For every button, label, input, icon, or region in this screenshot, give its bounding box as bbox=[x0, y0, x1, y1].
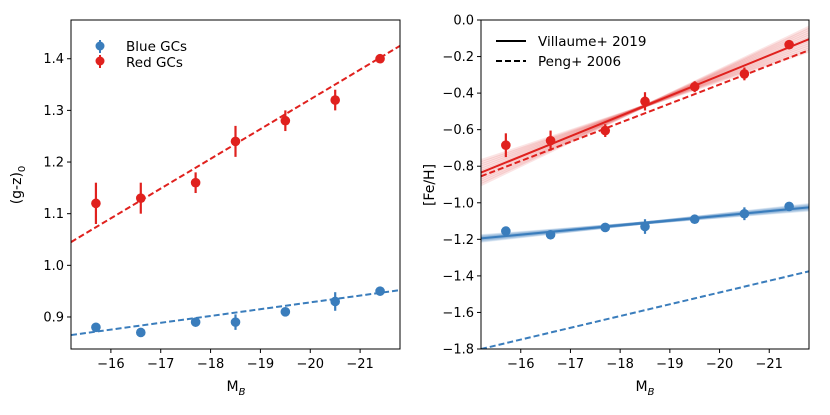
panel-metallicity-magnitude: −16 −17 −18 −19 −20 −21 −1.8 −1.6 −1.4 −1.2 −1.0 −0… bbox=[422, 14, 810, 398]
blue-gc-point bbox=[739, 208, 750, 219]
x-tick-label: −21 bbox=[756, 357, 783, 372]
blue-gc-point bbox=[784, 201, 794, 212]
y-tick-label: 1.0 bbox=[43, 259, 64, 274]
right-legend: Villaume+ 2019 Peng+ 2006 bbox=[496, 34, 646, 70]
red-gc-point bbox=[784, 39, 794, 50]
x-tick-label: −21 bbox=[346, 357, 373, 372]
panel-color-magnitude: −16 −17 −18 −19 −20 −21 0.9 1.0 1.1 1.2 1.3 1.4 Blu… bbox=[9, 19, 401, 398]
right-axes-frame bbox=[480, 19, 810, 350]
red-gc-point bbox=[375, 53, 385, 64]
blue-gc-point bbox=[689, 214, 700, 225]
y-tick-label: 1.1 bbox=[43, 207, 64, 222]
red-gc-point bbox=[135, 193, 146, 203]
legend-peng-label: Peng+ 2006 bbox=[538, 54, 621, 70]
y-tick-label: 0.0 bbox=[453, 14, 474, 29]
x-tick-label: −16 bbox=[507, 357, 534, 372]
y-tick-label: −0.8 bbox=[442, 160, 474, 175]
left-plot-content bbox=[70, 44, 401, 338]
blue-gc-point bbox=[501, 226, 511, 236]
blue-gc-point bbox=[545, 229, 556, 240]
x-tick-label: −19 bbox=[656, 357, 683, 372]
left-y-label-sub: 0 bbox=[17, 166, 28, 172]
red-gc-point bbox=[545, 135, 556, 146]
red-gc-point bbox=[190, 177, 201, 188]
blue-gc-point bbox=[600, 222, 611, 233]
right-x-axis-label: MB bbox=[636, 379, 655, 398]
y-tick-label: 1.2 bbox=[43, 156, 64, 171]
y-tick-label: −1.0 bbox=[442, 196, 474, 211]
blue-fit-dashed-line bbox=[481, 270, 809, 349]
legend-red-marker bbox=[95, 56, 105, 66]
y-tick-label: 1.3 bbox=[43, 104, 64, 119]
y-tick-label: −0.4 bbox=[442, 87, 474, 102]
legend-red-label: Red GCs bbox=[126, 55, 183, 71]
red-gc-point bbox=[230, 136, 241, 147]
blue-gc-point bbox=[640, 221, 650, 232]
blue-gc-point bbox=[230, 317, 241, 327]
blue-gc-point bbox=[375, 286, 385, 296]
left-x-label-sub: B bbox=[239, 387, 246, 398]
red-gc-point bbox=[640, 96, 650, 107]
blue-fit-dashed-line bbox=[70, 289, 401, 337]
red-gc-point bbox=[280, 115, 291, 126]
blue-gc-point bbox=[330, 296, 340, 307]
x-tick-label: −17 bbox=[147, 357, 174, 372]
y-tick-label: −1.2 bbox=[442, 233, 474, 248]
red-gc-point bbox=[689, 81, 700, 92]
x-tick-label: −18 bbox=[197, 357, 224, 372]
y-tick-label: −1.6 bbox=[442, 306, 474, 321]
y-tick-label: 0.9 bbox=[43, 310, 64, 325]
left-x-label-main: M bbox=[227, 379, 239, 395]
red-fit-dashed-line bbox=[481, 49, 809, 178]
blue-gc-point bbox=[190, 317, 201, 327]
blue-gc-point bbox=[280, 307, 291, 317]
right-x-label-sub: B bbox=[648, 387, 655, 398]
left-y-axis-label: (g-z)0 bbox=[9, 166, 28, 205]
right-y-axis-label: [Fe/H] bbox=[422, 164, 438, 206]
blue-gc-point bbox=[91, 322, 101, 333]
x-tick-label: −16 bbox=[97, 357, 124, 372]
legend-blue-label: Blue GCs bbox=[126, 39, 187, 55]
red-gc-point bbox=[600, 125, 611, 136]
y-tick-label: −1.8 bbox=[442, 343, 474, 358]
legend-blue-marker bbox=[95, 41, 105, 51]
red-gc-point bbox=[739, 69, 750, 79]
x-tick-label: −18 bbox=[606, 357, 633, 372]
y-tick-label: −1.4 bbox=[442, 269, 474, 284]
right-plot-content bbox=[481, 25, 809, 349]
left-y-label-main: (g-z) bbox=[9, 172, 25, 204]
red-gc-point bbox=[501, 140, 511, 151]
blue-gc-point bbox=[135, 327, 146, 338]
legend-villaume-label: Villaume+ 2019 bbox=[538, 34, 646, 50]
left-legend: Blue GCs Red GCs bbox=[95, 39, 187, 71]
left-axes-frame bbox=[70, 19, 401, 350]
right-x-label-main: M bbox=[636, 379, 648, 395]
x-tick-label: −20 bbox=[706, 357, 733, 372]
x-tick-label: −17 bbox=[557, 357, 584, 372]
right-ticks: −16 −17 −18 −19 −20 −21 −1.8 −1.6 −1.4 −1.2 −1.0 −0… bbox=[442, 14, 783, 373]
left-x-axis-label: MB bbox=[227, 379, 246, 398]
x-tick-label: −19 bbox=[247, 357, 274, 372]
y-tick-label: 1.4 bbox=[43, 52, 64, 67]
y-tick-label: −0.2 bbox=[442, 50, 474, 65]
x-tick-label: −20 bbox=[297, 357, 324, 372]
y-tick-label: −0.6 bbox=[442, 123, 474, 138]
red-gc-point bbox=[330, 95, 340, 105]
left-ticks: −16 −17 −18 −19 −20 −21 0.9 1.0 1.1 1.2 1.3 1.4 bbox=[43, 52, 374, 372]
red-gc-point bbox=[91, 198, 101, 209]
